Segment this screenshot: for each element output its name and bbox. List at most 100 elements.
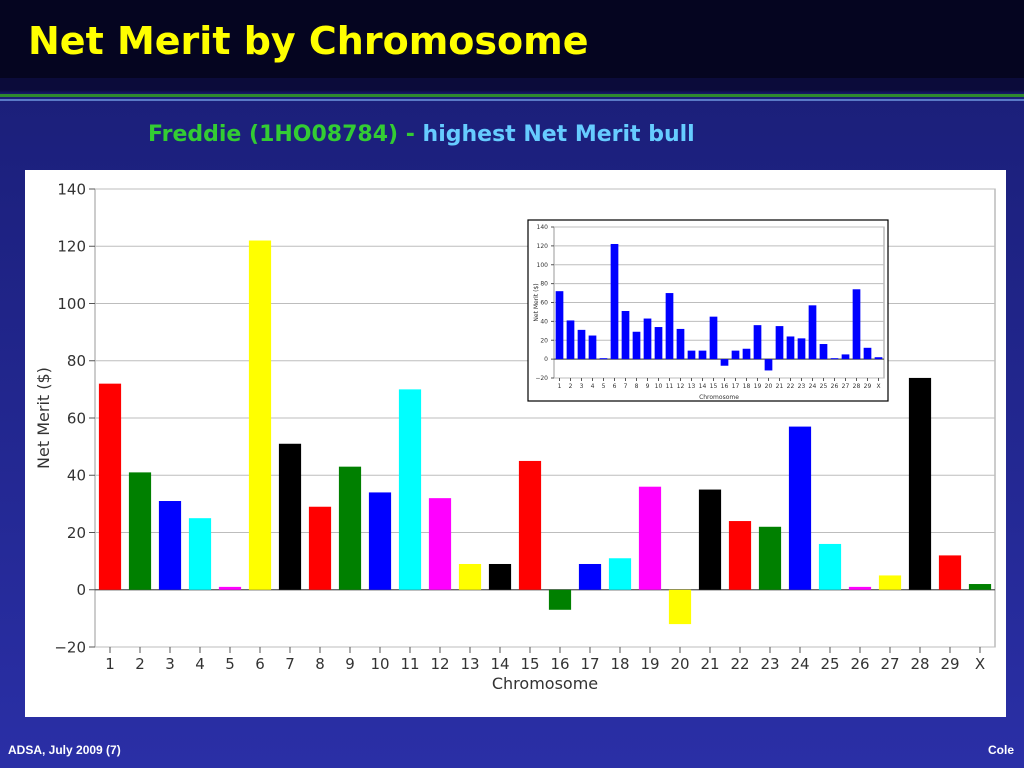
bar-chr-15 bbox=[518, 460, 542, 590]
y-tick-label: 40 bbox=[67, 467, 86, 485]
bar-chr-28 bbox=[852, 289, 861, 360]
main-chart-panel: −20 0 20 40 60 80 100 120 140 1 2 3 4 5 6 7 8 9 10 11 12 13 14… bbox=[25, 170, 1006, 717]
bar-chr-26 bbox=[848, 586, 872, 590]
y-tick-label: −20 bbox=[54, 638, 86, 656]
x-tick-label: 13 bbox=[688, 383, 696, 390]
x-tick-label: 26 bbox=[850, 655, 869, 673]
footer-citation: ADSA, July 2009 (7) bbox=[8, 743, 121, 757]
bar-chr-X bbox=[874, 357, 883, 360]
x-tick-label: 21 bbox=[776, 383, 784, 390]
x-tick-label: 23 bbox=[760, 655, 779, 673]
y-tick-label: 20 bbox=[67, 524, 86, 542]
y-tick-label: 60 bbox=[540, 300, 548, 307]
bar-chr-27 bbox=[878, 575, 902, 590]
x-tick-label: 5 bbox=[602, 383, 606, 390]
x-tick-label: 19 bbox=[754, 383, 762, 390]
x-tick-label: 21 bbox=[700, 655, 719, 673]
bar-chr-7 bbox=[278, 443, 302, 590]
x-tick-label: 29 bbox=[940, 655, 959, 673]
y-tick-label: 80 bbox=[67, 352, 86, 370]
x-tick-label: 18 bbox=[610, 655, 629, 673]
bar-chr-16 bbox=[720, 359, 729, 366]
y-tick-label: 60 bbox=[67, 409, 86, 427]
y-tick-label: 100 bbox=[57, 295, 86, 313]
x-tick-label: 24 bbox=[790, 655, 809, 673]
subtitle-separator: - bbox=[398, 122, 423, 147]
bar-chr-18 bbox=[608, 558, 632, 590]
bar-chr-23 bbox=[758, 526, 782, 590]
title-divider-blue bbox=[0, 99, 1024, 101]
footer-author: Cole bbox=[987, 743, 1014, 757]
x-tick-label: 27 bbox=[880, 655, 899, 673]
x-tick-label: 4 bbox=[195, 655, 205, 673]
y-tick-label: 40 bbox=[540, 318, 548, 325]
bar-chr-22 bbox=[786, 336, 795, 360]
x-tick-label: 17 bbox=[732, 383, 740, 390]
x-tick-label: 3 bbox=[580, 383, 584, 390]
bar-chr-2 bbox=[566, 320, 575, 360]
x-axis-label: Chromosome bbox=[699, 394, 739, 401]
x-tick-label: 2 bbox=[135, 655, 145, 673]
y-tick-label: 140 bbox=[57, 180, 86, 198]
x-tick-label: 16 bbox=[550, 655, 569, 673]
x-tick-label: X bbox=[975, 655, 985, 673]
bar-chr-25 bbox=[818, 543, 842, 590]
x-tick-label: 14 bbox=[490, 655, 509, 673]
bar-chr-6 bbox=[248, 240, 272, 590]
bar-chr-2 bbox=[128, 472, 152, 590]
bar-chr-25 bbox=[819, 344, 828, 360]
x-axis-label: Chromosome bbox=[492, 674, 598, 693]
bar-chr-11 bbox=[665, 293, 674, 360]
x-tick-label: 9 bbox=[646, 383, 650, 390]
x-tick-label: 18 bbox=[743, 383, 751, 390]
bar-chr-7 bbox=[621, 310, 630, 360]
bar-chr-12 bbox=[428, 498, 452, 590]
y-tick-label: 100 bbox=[537, 262, 549, 269]
x-tick-label: 29 bbox=[864, 383, 872, 390]
bar-chr-20 bbox=[668, 589, 692, 625]
x-tick-label: 28 bbox=[910, 655, 929, 673]
slide-title: Net Merit by Chromosome bbox=[28, 19, 589, 63]
title-divider-green bbox=[0, 94, 1024, 97]
bar-chr-11 bbox=[398, 389, 422, 590]
y-tick-label: −20 bbox=[535, 375, 548, 382]
x-tick-label: 25 bbox=[820, 383, 828, 390]
x-tick-label: 27 bbox=[842, 383, 850, 390]
bar-chr-3 bbox=[577, 329, 586, 360]
subtitle-bull-name: Freddie (1HO08784) bbox=[148, 122, 399, 147]
bar-chr-27 bbox=[841, 354, 850, 360]
x-tick-label: 16 bbox=[721, 383, 729, 390]
title-bar bbox=[0, 0, 1024, 78]
bar-chr-29 bbox=[938, 555, 962, 590]
bar-chr-13 bbox=[687, 350, 696, 360]
y-tick-label: 0 bbox=[544, 356, 548, 363]
bar-chr-29 bbox=[863, 347, 872, 360]
bar-chr-3 bbox=[158, 501, 182, 590]
bar-chr-10 bbox=[654, 327, 663, 360]
x-tick-label: 22 bbox=[787, 383, 795, 390]
bar-chr-15 bbox=[709, 316, 718, 360]
x-tick-label: 24 bbox=[809, 383, 817, 390]
x-tick-label: 11 bbox=[666, 383, 674, 390]
x-tick-label: 22 bbox=[730, 655, 749, 673]
bar-chr-21 bbox=[698, 489, 722, 590]
x-tick-label: 14 bbox=[699, 383, 707, 390]
x-tick-label: 15 bbox=[520, 655, 539, 673]
bar-chr-9 bbox=[643, 318, 652, 360]
bar-chr-1 bbox=[555, 291, 564, 360]
bar-chr-12 bbox=[676, 328, 685, 360]
x-tick-label: 6 bbox=[613, 383, 617, 390]
x-tick-label: 12 bbox=[430, 655, 449, 673]
bar-chr-5 bbox=[599, 358, 608, 360]
slide-subtitle: Freddie (1HO08784) - highest Net Merit b… bbox=[148, 124, 695, 146]
bar-chr-14 bbox=[698, 350, 707, 360]
bar-chr-1 bbox=[98, 383, 122, 590]
bar-chr-19 bbox=[638, 486, 662, 590]
x-tick-label: 26 bbox=[831, 383, 839, 390]
bar-chr-22 bbox=[728, 521, 752, 590]
x-tick-label: 23 bbox=[798, 383, 806, 390]
subtitle-description: highest Net Merit bull bbox=[422, 122, 695, 147]
x-tick-label: 7 bbox=[285, 655, 295, 673]
x-tick-label: 3 bbox=[165, 655, 175, 673]
